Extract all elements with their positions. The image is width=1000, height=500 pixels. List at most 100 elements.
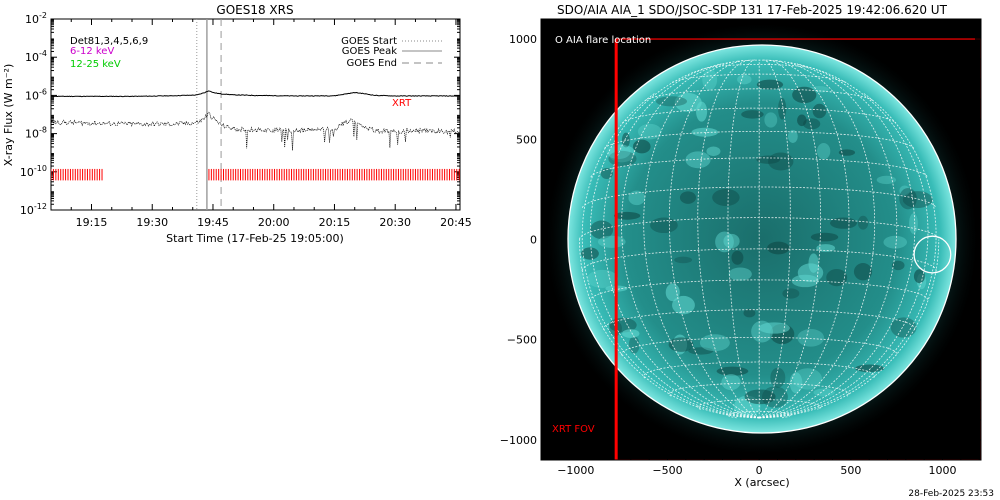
band-high-label: 12-25 keV (70, 59, 121, 70)
coronal-dark-patch (632, 139, 651, 154)
active-region-blob (797, 328, 825, 347)
latitude-grid-line (645, 88, 874, 101)
longitude-grid-line (759, 59, 821, 419)
active-region-blob (637, 123, 662, 140)
flare-location-circle (913, 235, 952, 274)
coronal-dark-patch (741, 110, 764, 119)
right-panel-title: SDO/AIA AIA_1 SDO/JSOC-SDP 131 17-Feb-20… (557, 3, 948, 17)
coronal-dark-patch (855, 364, 885, 373)
coronal-dark-patch (628, 336, 640, 354)
y-tick-label: 10-8 (25, 126, 47, 141)
active-region-blob (764, 112, 778, 128)
active-region-blob (758, 322, 790, 334)
band-low-label: 6-12 keV (70, 46, 114, 57)
x-tick-label: 500 (840, 464, 861, 477)
active-region-blob (715, 231, 734, 253)
active-region-blob (672, 295, 695, 315)
latitude-grid-line (701, 64, 818, 70)
xrt-fov-box (614, 38, 981, 460)
x-tick-label: 19:45 (197, 216, 229, 229)
disk-texture (581, 68, 933, 417)
coronal-dark-patch (581, 247, 599, 260)
longitude-grid-line (668, 60, 760, 419)
legend-goes-peak-label: GOES Peak (342, 46, 397, 57)
left-panel-title: GOES18 XRS (216, 3, 293, 17)
coronal-dark-patch (590, 220, 614, 240)
coronal-dark-patch (890, 317, 917, 338)
coronal-dark-patch (812, 103, 827, 119)
coronal-dark-patch (838, 149, 856, 156)
coronal-dark-patch (797, 114, 807, 127)
latitude-grid-line (621, 336, 898, 356)
longitude-grid-line (643, 60, 760, 419)
latitude-grid-line (603, 309, 916, 331)
flux-series (51, 90, 460, 151)
coronal-dark-patch (668, 337, 694, 352)
active-region-blob (706, 146, 721, 157)
coronal-dark-patch (810, 232, 839, 242)
left-y-axis-label: X-ray Flux (W m⁻²) (2, 64, 15, 166)
coronal-dark-patch (674, 256, 693, 264)
x-tick-label: 1000 (929, 464, 957, 477)
coronal-dark-patch (899, 187, 917, 210)
coronal-dark-patch (782, 288, 800, 299)
coronal-dark-patch (770, 367, 786, 388)
legend: GOES Start GOES Peak GOES End (341, 36, 442, 69)
y-tick-label: 1000 (509, 33, 537, 46)
x-tick-label: 20:30 (379, 216, 411, 229)
active-region-blob (883, 235, 908, 249)
coronal-dark-patch (891, 260, 905, 271)
longitude-grid-line (727, 59, 760, 419)
x-tick-label: 20:00 (258, 216, 290, 229)
x-tick-label: 0 (756, 464, 763, 477)
aia-image-panel: SDO/AIA AIA_1 SDO/JSOC-SDP 131 17-Feb-20… (500, 3, 982, 489)
longitude-grid-line (759, 69, 929, 419)
active-region-blob (808, 253, 819, 273)
xrt-fov-label: XRT FOV (552, 424, 595, 435)
active-region-blob (723, 233, 740, 249)
coronal-dark-patch (744, 389, 776, 405)
longitude-grid-line (621, 61, 760, 419)
active-region-blob (791, 274, 819, 288)
left-plot-frame (50, 18, 461, 211)
y-tick-label: 0 (530, 234, 537, 247)
active-region-blob (628, 190, 646, 206)
longitude-grid-line (759, 60, 850, 419)
y-tick-label: 10-10 (20, 164, 47, 179)
x-tick-label: 19:15 (76, 216, 108, 229)
y-tick-label: 10-2 (25, 11, 47, 26)
coronal-dark-patch (830, 217, 857, 229)
y-tick-label: 10-12 (20, 202, 47, 217)
x-tick-label: 20:15 (319, 216, 351, 229)
coronal-dark-patch (621, 132, 630, 148)
right-axis-ticks: −1000 −500 0 500 1000 −1000 −500 0 500 1000 (500, 19, 981, 477)
active-region-blob (597, 235, 626, 248)
coronal-dark-patch (756, 79, 784, 90)
xrt-label: XRT (392, 98, 412, 109)
coronal-dark-patch (803, 118, 821, 130)
active-region-blob (685, 151, 711, 169)
latitude-grid-line (668, 382, 850, 397)
y-tick-label: 10-4 (25, 49, 47, 64)
coronal-dark-patch (688, 347, 714, 355)
longitude-grid-line (603, 63, 760, 419)
latitude-grid-line (622, 107, 897, 124)
active-region-blob (721, 374, 741, 391)
active-region-blob (674, 92, 702, 112)
longitude-grid-line (759, 92, 937, 419)
left-x-axis-label: Start Time (17-Feb-25 19:05:00) (166, 232, 344, 245)
active-region-blob (699, 334, 730, 352)
coronal-dark-patch (792, 86, 817, 104)
x-tick-label: −500 (652, 464, 682, 477)
longitude-grid-line (589, 69, 760, 419)
x-tick-label: −1000 (557, 464, 594, 477)
coronal-dark-patch (712, 188, 740, 206)
coronal-dark-patch (731, 250, 744, 265)
active-region-blob (622, 329, 640, 338)
coronal-dark-patch (857, 215, 869, 230)
xrt-coverage-bars (51, 168, 460, 181)
heliographic-grid (579, 59, 940, 419)
active-region-blob (909, 213, 918, 234)
longitude-grid-line (759, 63, 916, 419)
coronal-dark-patch (913, 269, 925, 284)
